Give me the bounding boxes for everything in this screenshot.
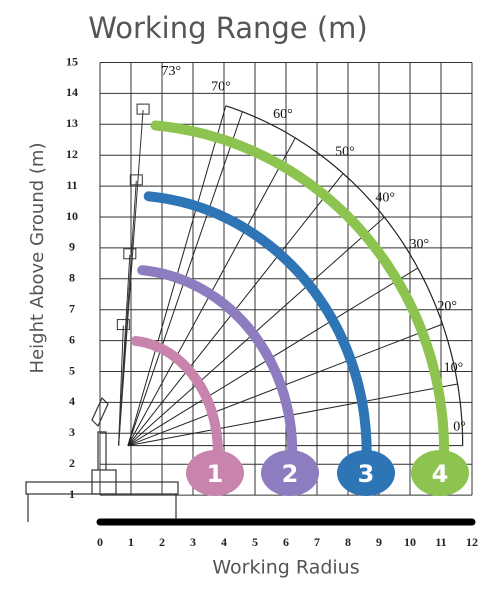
x-tick-label: 3 (190, 535, 196, 549)
angle-label: 10° (444, 361, 464, 376)
crane-base (25, 396, 179, 522)
y-tick-label: 1 (69, 487, 75, 501)
y-tick-label: 5 (69, 363, 75, 377)
y-tick-label: 10 (66, 209, 78, 223)
x-axis-label: Working Radius (212, 557, 359, 579)
chart-title: Working Range (m) (88, 11, 368, 45)
section-badge (411, 450, 469, 496)
angle-label: 60° (273, 107, 293, 122)
x-tick-label: 0 (97, 535, 103, 549)
boom-head (136, 103, 150, 115)
x-tick-label: 9 (376, 535, 382, 549)
section-label: 3 (358, 460, 375, 488)
y-tick-label: 12 (66, 147, 78, 161)
y-tick-label: 2 (69, 456, 75, 470)
section-label: 1 (207, 460, 224, 488)
section-badge (261, 450, 319, 496)
y-tick-label: 13 (66, 116, 78, 130)
y-tick-label: 14 (66, 85, 78, 99)
angle-label: 50° (335, 144, 355, 159)
y-tick-label: 4 (69, 394, 75, 408)
x-tick-label: 11 (435, 535, 446, 549)
y-tick-label: 7 (69, 301, 75, 315)
boom-head (123, 248, 137, 260)
section-label: 4 (432, 460, 449, 488)
angle-label: 0° (453, 419, 466, 434)
angle-label: 20° (437, 299, 457, 314)
boom-range-arc (150, 120, 450, 457)
angle-label: 30° (409, 237, 429, 252)
boom-head (116, 319, 130, 331)
boom-range-arc (137, 265, 298, 457)
y-tick-label: 3 (69, 425, 75, 439)
x-tick-label: 12 (466, 535, 478, 549)
section-label: 2 (282, 460, 299, 488)
x-tick-label: 7 (314, 535, 320, 549)
y-tick-label: 15 (66, 54, 78, 68)
x-tick-label: 1 (128, 535, 134, 549)
x-tick-label: 5 (252, 535, 258, 549)
section-badge (186, 450, 244, 496)
x-tick-label: 10 (404, 535, 416, 549)
y-tick-label: 6 (69, 332, 75, 346)
x-tick-label: 2 (159, 535, 165, 549)
boom-range-arc (143, 191, 372, 457)
boom-head (129, 174, 143, 186)
y-axis-label: Height Above Ground (m) (27, 143, 48, 374)
envelope-arc (225, 105, 464, 446)
x-tick-label: 4 (221, 535, 227, 549)
y-tick-label: 8 (69, 271, 75, 285)
section-badge (337, 450, 395, 496)
angle-label: 73° (161, 64, 181, 79)
boom-range-arc (130, 336, 223, 457)
angle-label: 70° (211, 79, 231, 94)
angle-label: 40° (375, 191, 395, 206)
x-tick-label: 6 (283, 535, 289, 549)
y-tick-label: 11 (66, 178, 77, 192)
boom-line (118, 110, 144, 446)
x-tick-label: 8 (345, 535, 351, 549)
y-tick-label: 9 (69, 240, 75, 254)
